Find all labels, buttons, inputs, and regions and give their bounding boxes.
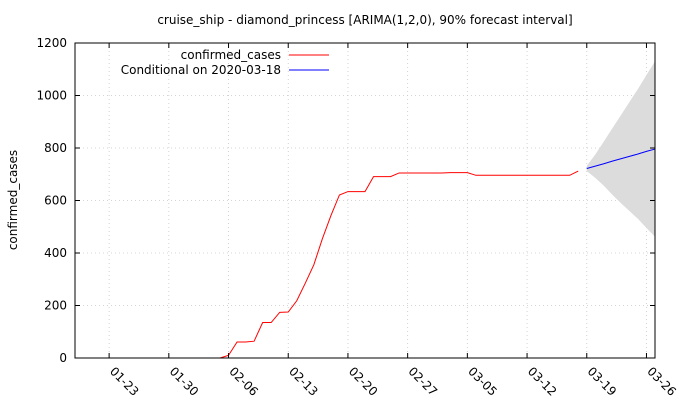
x-tick-label: 02-27	[406, 364, 441, 399]
series-confirmed-cases-line	[219, 170, 579, 359]
forecast-interval-band	[586, 61, 655, 237]
x-tick-label: 01-30	[167, 364, 202, 399]
y-tick-label: 600	[44, 194, 67, 208]
x-tick-label: 03-05	[465, 364, 500, 399]
y-axis-label: confirmed_cases	[6, 150, 20, 250]
x-tick-label: 03-12	[525, 364, 560, 399]
grid-lines	[75, 43, 655, 358]
forecast-interval-layer	[586, 61, 655, 237]
y-tick-label: 0	[59, 351, 67, 365]
x-tick-label: 02-13	[286, 364, 321, 399]
y-tick-label: 200	[44, 299, 67, 313]
y-tick-label: 1000	[36, 89, 67, 103]
x-tick-label: 01-23	[107, 364, 142, 399]
y-tick-label: 800	[44, 141, 67, 155]
x-tick-label: 03-26	[644, 364, 679, 399]
y-axis: 0 200 400 600 800 1000 1200	[36, 36, 655, 365]
chart-title: cruise_ship - diamond_princess [ARIMA(1,…	[157, 13, 572, 27]
x-tick-label: 02-06	[226, 364, 261, 399]
x-tick-label: 03-19	[585, 364, 620, 399]
legend: confirmed_cases Conditional on 2020-03-1…	[121, 48, 329, 77]
x-tick-label: 02-20	[346, 364, 381, 399]
legend-label-confirmed-cases: confirmed_cases	[181, 48, 281, 62]
y-tick-label: 1200	[36, 36, 67, 50]
y-tick-label: 400	[44, 246, 67, 260]
series-layer	[219, 148, 656, 359]
series-conditional-forecast-line	[586, 148, 656, 169]
legend-label-conditional: Conditional on 2020-03-18	[121, 63, 281, 77]
x-axis: 01-23 01-30 02-06 02-13 02-20 02-27 03-05 03-12…	[107, 43, 679, 399]
